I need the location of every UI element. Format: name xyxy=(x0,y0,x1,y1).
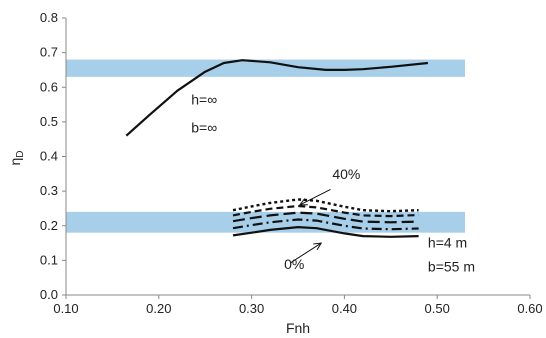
y-tick-label: 0.2 xyxy=(40,218,58,233)
series-line-4 xyxy=(232,211,419,224)
band-layer xyxy=(66,59,466,233)
x-tick-label: 0.20 xyxy=(146,301,171,316)
y-tick-label: 0.3 xyxy=(40,183,58,198)
series-line-2 xyxy=(232,226,419,238)
annotation-h-4m: h=4 m xyxy=(428,235,467,251)
shaded-band-1 xyxy=(66,59,466,77)
tick-layer: 0.0 0.1 0.2 0.3 0.4 0.5 0.6 0.7 0.8 0.10 0.20 0.30 0… xyxy=(40,10,543,316)
x-axis-title: Fnh xyxy=(286,320,310,336)
annotation-b-55m: b=55 m xyxy=(428,258,475,274)
annotation-arrow-1 xyxy=(298,188,331,206)
series-line-1 xyxy=(125,59,429,137)
series-line-6 xyxy=(232,198,419,213)
annotation-0-percent: 0% xyxy=(284,256,304,272)
arrow-layer xyxy=(290,188,331,264)
shaded-band-2 xyxy=(66,211,466,233)
series-line-5 xyxy=(232,204,419,218)
annotation-40-percent: 40% xyxy=(332,166,360,182)
y-tick-label: 0.6 xyxy=(40,79,58,94)
series-layer xyxy=(125,59,429,238)
annotation-layer: h=∞ b=∞ 40% 0% h=4 m b=55 m xyxy=(191,92,475,275)
annotation-arrow-2 xyxy=(290,242,323,264)
x-tick-label: 0.60 xyxy=(517,301,542,316)
y-tick-label: 0.0 xyxy=(40,287,58,302)
y-tick-label: 0.1 xyxy=(40,252,58,267)
y-tick-label: 0.5 xyxy=(40,114,58,129)
y-axis-title: ηD xyxy=(7,150,26,165)
x-tick-label: 0.40 xyxy=(332,301,357,316)
series-line-3 xyxy=(232,218,419,231)
y-tick-label: 0.7 xyxy=(40,45,58,60)
annotation-b-infinity: b=∞ xyxy=(191,119,217,135)
y-tick-label: 0.4 xyxy=(40,149,58,164)
x-tick-label: 0.50 xyxy=(425,301,450,316)
y-tick-label: 0.8 xyxy=(40,10,58,25)
x-tick-label: 0.30 xyxy=(239,301,264,316)
annotation-h-infinity: h=∞ xyxy=(191,92,217,108)
x-tick-label: 0.10 xyxy=(53,301,78,316)
